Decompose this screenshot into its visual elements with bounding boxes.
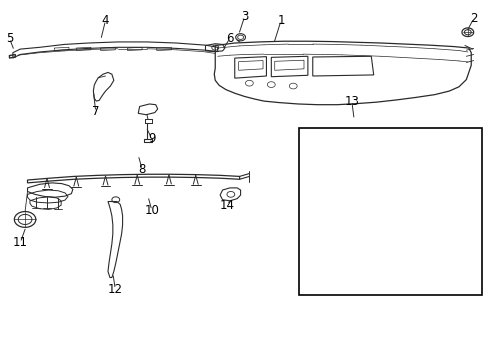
Text: 12: 12 <box>107 283 122 296</box>
Text: 8: 8 <box>138 163 145 176</box>
Text: 1: 1 <box>277 14 284 27</box>
Text: 11: 11 <box>13 236 28 249</box>
Text: 14: 14 <box>220 199 234 212</box>
Text: 2: 2 <box>469 12 476 25</box>
Text: 6: 6 <box>225 32 233 45</box>
Text: 3: 3 <box>240 10 248 23</box>
Bar <box>299 128 481 295</box>
Text: 13: 13 <box>344 95 359 108</box>
Text: 7: 7 <box>92 105 100 118</box>
Text: 4: 4 <box>102 14 109 27</box>
Text: 10: 10 <box>144 204 159 217</box>
Text: 5: 5 <box>6 32 13 45</box>
Text: 9: 9 <box>148 132 155 145</box>
